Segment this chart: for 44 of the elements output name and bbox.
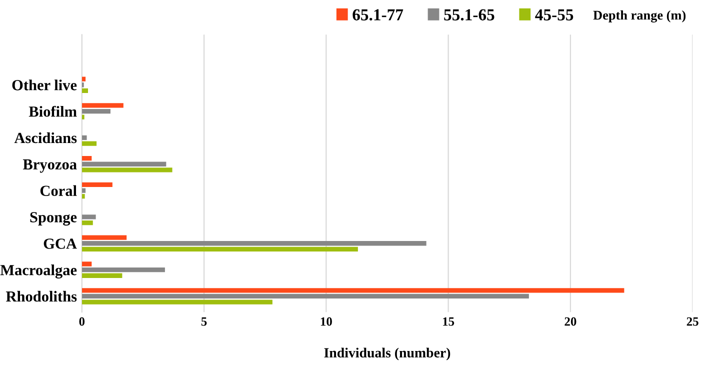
bar <box>82 194 85 199</box>
bar <box>82 108 110 114</box>
bar <box>82 220 93 226</box>
bar <box>82 156 92 161</box>
bar <box>82 246 358 252</box>
bar <box>82 273 122 278</box>
bar <box>82 288 624 293</box>
x-tick-label: 20 <box>564 317 576 326</box>
y-tick-label: Coral <box>40 185 77 196</box>
legend-label: 65.1-77 <box>352 9 404 21</box>
bar <box>82 241 426 246</box>
y-tick-label: Rhodoliths <box>6 290 77 302</box>
y-tick-label: Macroalgae <box>0 264 77 278</box>
x-tick-label: 25 <box>686 317 698 326</box>
bar <box>82 114 84 120</box>
bar <box>82 168 172 172</box>
y-tick-label: Biofilm <box>28 106 77 117</box>
bar <box>82 141 97 146</box>
y-tick-label: Bryozoa <box>22 159 77 173</box>
bar <box>82 162 166 166</box>
x-tick-label: 15 <box>443 317 454 326</box>
bar <box>82 88 88 94</box>
bar <box>82 135 87 140</box>
bar <box>82 267 165 272</box>
x-tick-label: 0 <box>79 317 85 326</box>
bar <box>82 188 86 193</box>
legend-title: Depth range (m) <box>593 10 686 22</box>
bar <box>82 294 529 299</box>
bar <box>82 262 92 266</box>
y-tick-label: Other live <box>12 80 77 90</box>
bar <box>82 76 86 82</box>
bar <box>82 103 124 108</box>
x-tick-label: 10 <box>320 317 332 326</box>
legend-label: 45-55 <box>535 9 574 20</box>
y-tick-label: GCA <box>44 238 77 249</box>
y-tick-label: Sponge <box>30 212 77 226</box>
legend-label: 55.1-65 <box>444 9 494 21</box>
bar <box>82 235 127 240</box>
bar <box>82 300 272 304</box>
x-axis-title: Individuals (number) <box>324 348 450 360</box>
bar <box>82 214 96 220</box>
y-tick-label: Ascidians <box>14 132 77 144</box>
x-tick-label: 5 <box>201 317 207 326</box>
bar <box>82 182 112 188</box>
